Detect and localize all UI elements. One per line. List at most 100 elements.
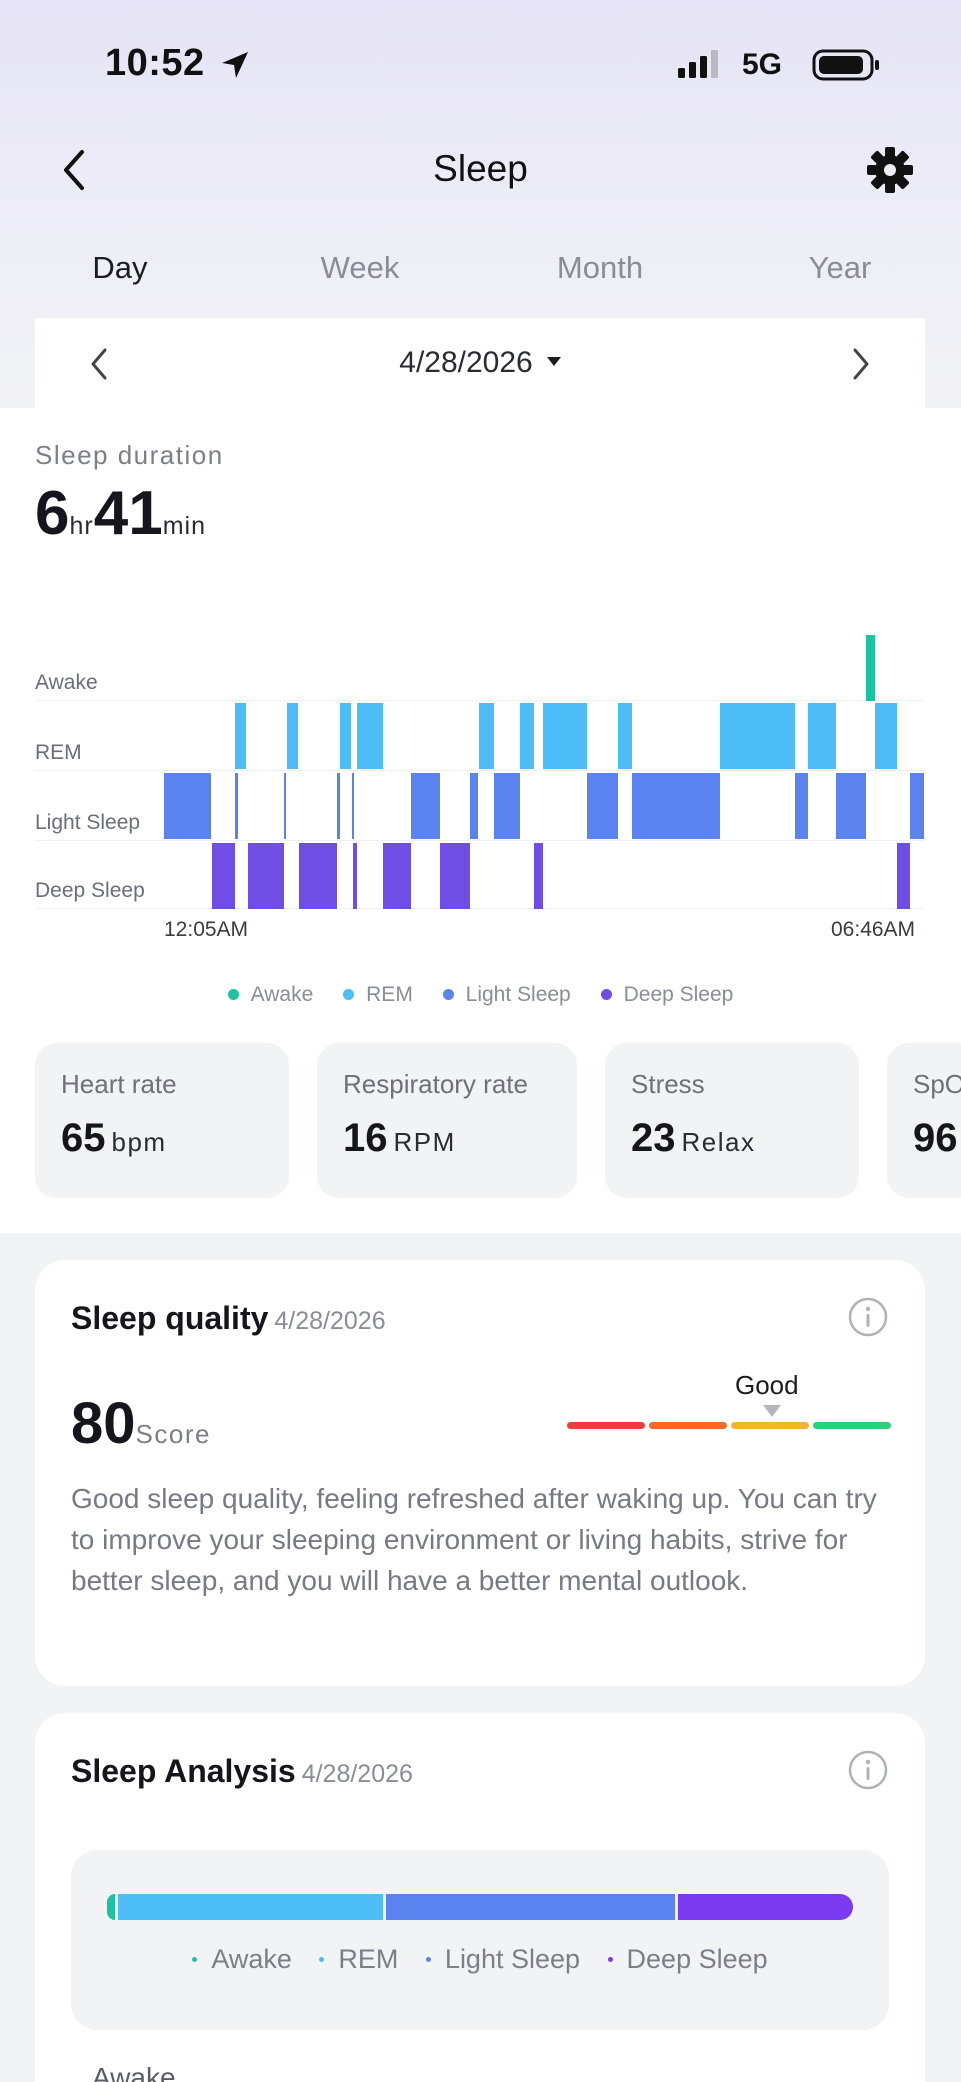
stage-segment-deep-sleep <box>211 843 235 909</box>
analysis-legend-deep-sleep: Deep Sleep <box>607 1944 768 1975</box>
stage-segment-light-sleep <box>909 773 924 839</box>
legend-label: REM <box>366 982 413 1006</box>
quality-marker-icon <box>763 1405 781 1417</box>
stage-segment-rem <box>478 703 494 769</box>
sleep-quality-card: Sleep quality 4/28/2026 80Score Good Good… <box>35 1260 925 1686</box>
scale-segment-good <box>731 1422 809 1429</box>
sleep-analysis-card: Sleep Analysis 4/28/2026 Awake REM Light … <box>35 1713 925 2082</box>
status-time: 10:52 <box>105 42 205 84</box>
metric-number: 23 <box>631 1116 676 1160</box>
chart-gridline <box>35 840 925 841</box>
stage-segment-light-sleep <box>470 773 478 839</box>
card-title-text: Sleep quality <box>71 1300 269 1336</box>
stage-segment-rem <box>520 703 535 769</box>
analysis-legend-awake: Awake <box>192 1944 292 1975</box>
legend-item-awake: Awake <box>227 982 314 1007</box>
stage-segment-rem <box>543 703 588 769</box>
chart-start-time: 12:05AM <box>164 918 249 941</box>
status-bar: 10:52 5G <box>0 0 961 120</box>
distribution-segment-awake <box>107 1894 115 1920</box>
sleep-quality-title: Sleep quality 4/28/2026 <box>71 1300 386 1337</box>
stage-segment-deep-sleep <box>534 843 544 909</box>
legend-label: Awake <box>250 982 314 1006</box>
selected-date: 4/28/2026 <box>399 346 533 379</box>
stage-segment-rem <box>617 703 633 769</box>
legend-item-deep-sleep: Deep Sleep <box>600 983 733 1007</box>
stage-segment-deep-sleep <box>897 843 910 909</box>
chart-legend: Awake REM Light Sleep Deep Sleep <box>0 982 961 1012</box>
legend-label: Light Sleep <box>444 1944 581 1974</box>
stage-segment-awake <box>866 635 875 701</box>
legend-label: Awake <box>211 1944 292 1974</box>
date-dropdown[interactable]: 4/28/2026 <box>35 346 925 380</box>
sleep-duration-label: Sleep duration <box>35 440 224 470</box>
stage-segment-deep-sleep <box>247 843 285 909</box>
scale-segment-poor <box>567 1422 645 1429</box>
sleep-stage-breakdown: Awake REM Light Sleep Deep Sleep <box>71 1850 889 2030</box>
quality-scale: Good <box>567 1370 891 1430</box>
tab-week[interactable]: Week <box>320 250 400 285</box>
legend-dot <box>425 1957 431 1962</box>
info-icon[interactable] <box>847 1296 889 1338</box>
quality-description: Good sleep quality, feeling refreshed af… <box>71 1483 877 1596</box>
metric-number: 16 <box>343 1116 388 1160</box>
metric-label: Stress <box>631 1069 705 1099</box>
previous-date-chevron-icon[interactable] <box>85 344 115 384</box>
tab-year[interactable]: Year <box>808 250 872 285</box>
settings-gear-icon[interactable] <box>862 142 918 198</box>
distribution-segment-light-sleep <box>386 1894 676 1920</box>
metric-card-stress[interactable]: Stress 23 Relax <box>605 1043 859 1198</box>
stage-segment-light-sleep <box>337 773 341 839</box>
chart-gridline <box>35 700 925 701</box>
legend-dot <box>600 989 612 1000</box>
stage-segment-light-sleep <box>632 773 721 839</box>
metric-card-respiratory-rate[interactable]: Respiratory rate 16 RPM <box>317 1043 577 1198</box>
metric-value: 96 <box>913 1116 961 1161</box>
metric-label: Heart rate <box>61 1069 177 1099</box>
stage-segment-light-sleep <box>835 773 867 839</box>
tab-day[interactable]: Day <box>92 250 148 285</box>
analysis-legend-rem: REM <box>319 1944 398 1975</box>
legend-item-rem: REM <box>343 983 413 1007</box>
back-arrow-icon[interactable] <box>52 142 100 198</box>
stage-distribution-bar <box>107 1894 853 1920</box>
legend-item-light-sleep: Light Sleep <box>442 982 571 1007</box>
metric-value: 23 Relax <box>631 1116 833 1161</box>
metric-number: 65 <box>61 1116 106 1160</box>
score-unit: Score <box>135 1419 211 1449</box>
stage-segment-light-sleep <box>794 773 809 839</box>
tab-month[interactable]: Month <box>556 250 644 285</box>
card-date: 4/28/2026 <box>274 1307 386 1335</box>
card-title-text: Sleep Analysis <box>71 1753 296 1789</box>
metric-unit: RPM <box>393 1127 456 1157</box>
stage-segment-rem <box>357 703 383 769</box>
metric-value: 16 RPM <box>343 1116 551 1161</box>
scale-segment-fair <box>649 1422 727 1429</box>
awake-section-label: Awake <box>92 2062 176 2082</box>
battery-icon <box>812 49 879 81</box>
date-selector: 4/28/2026 <box>35 318 925 408</box>
legend-label: REM <box>338 1944 399 1974</box>
metric-value: 65 bpm <box>61 1116 263 1161</box>
stage-segment-deep-sleep <box>439 843 471 909</box>
legend-dot <box>227 989 239 1000</box>
info-icon[interactable] <box>847 1749 889 1791</box>
next-date-chevron-icon[interactable] <box>845 344 875 384</box>
stage-segment-light-sleep <box>351 773 354 839</box>
row-label-deep-sleep: Deep Sleep <box>35 879 145 902</box>
duration-hours-unit: hr <box>69 512 94 540</box>
metric-card-heart-rate[interactable]: Heart rate 65 bpm <box>35 1043 289 1198</box>
metric-unit: Relax <box>681 1127 756 1157</box>
chart-gridline <box>35 770 925 771</box>
metrics-carousel[interactable]: Heart rate 65 bpm Respiratory rate 16 RPM … <box>0 1043 961 1203</box>
sleep-analysis-title: Sleep Analysis 4/28/2026 <box>71 1753 413 1790</box>
scale-segment-excellent <box>813 1422 891 1429</box>
metric-card-spo2[interactable]: SpO 96 <box>887 1043 961 1198</box>
stage-segment-rem <box>808 703 836 769</box>
stage-segment-deep-sleep <box>353 843 358 909</box>
legend-dot <box>319 1957 325 1962</box>
legend-label: Light Sleep <box>465 982 571 1006</box>
metric-label: Respiratory rate <box>343 1069 528 1099</box>
stage-segment-rem <box>287 703 298 769</box>
stage-segment-rem <box>874 703 898 769</box>
